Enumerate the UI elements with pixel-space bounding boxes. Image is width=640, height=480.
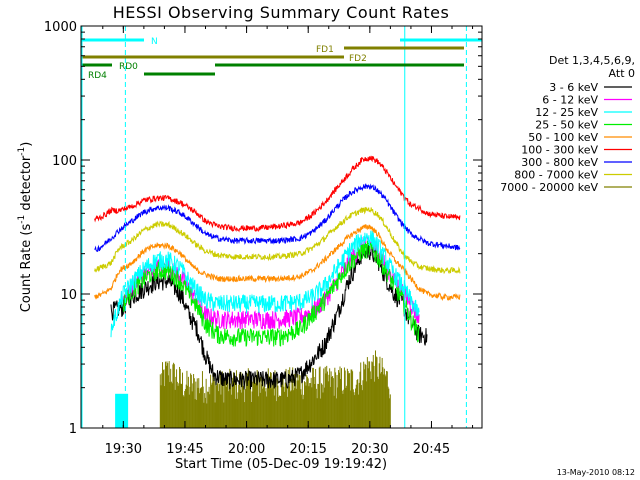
attenuator-block [115, 393, 129, 428]
series-12-25-kev [110, 230, 420, 338]
legend-label: 6 - 12 keV [542, 94, 598, 107]
legend-header-1: Det 1,3,4,5,6,9, [549, 54, 635, 67]
y-axis-label-end: ) [19, 142, 34, 147]
x-tick-label: 20:00 [228, 442, 265, 457]
legend-label: 25 - 50 keV [535, 119, 598, 132]
legend-label: 800 - 7000 keV [514, 169, 598, 182]
legend-label: 50 - 100 keV [528, 131, 598, 144]
flag-label: RD4 [88, 71, 107, 81]
y-axis-label: Count Rate (s-1 detector-1) [17, 142, 34, 313]
series-layer [94, 155, 461, 428]
series-300-800-kev [94, 183, 461, 253]
series-line [94, 223, 461, 302]
legend-label: 7000 - 20000 keV [500, 181, 598, 194]
footer-date: 13-May-2010 08:12 [557, 468, 635, 477]
plot-frame [80, 25, 483, 429]
series-100-300-kev [94, 155, 461, 233]
y-tick-label: 10 [60, 288, 77, 303]
series-7000-20000-kev [159, 350, 391, 428]
x-tick-layer: 19:30 19:45 20:00 20:15 20:30 20:45 [102, 26, 474, 457]
y-axis-label-mid: detector [19, 155, 34, 215]
x-axis-label: Start Time (05-Dec-09 19:19:42) [175, 457, 387, 472]
x-tick-label: 20:45 [413, 442, 450, 457]
y-tick-label: 100 [52, 154, 77, 169]
series-line [94, 206, 461, 275]
chart-title: HESSI Observing Summary Count Rates [113, 3, 450, 22]
y-axis-label-sup: -1 [17, 215, 27, 224]
legend-label: 300 - 800 keV [521, 156, 598, 169]
y-tick-label: 1 [69, 422, 77, 437]
series-line [110, 230, 420, 338]
flag-n: N [82, 26, 482, 428]
flag-fd1: FD1 [316, 45, 464, 55]
legend-label: 3 - 6 keV [549, 81, 598, 94]
x-tick-label: 20:30 [351, 442, 388, 457]
series-line [94, 155, 461, 233]
flag-label: N [151, 37, 158, 47]
flag-fd2: FD2 [82, 54, 367, 64]
x-tick-label: 20:15 [289, 442, 326, 457]
legend-header-2: Att 0 [609, 67, 635, 80]
y-tick-label: 1000 [44, 20, 77, 35]
flag-rd4: RD4 [88, 71, 215, 81]
flag-label: RD0 [119, 62, 138, 72]
series-50-100-kev [94, 223, 461, 302]
y-axis-label-main: Count Rate (s [19, 224, 34, 313]
x-tick-label: 19:45 [166, 442, 203, 457]
x-tick-label: 19:30 [105, 442, 142, 457]
y-axis-label-sup2: -1 [17, 147, 27, 156]
flag-label: FD1 [316, 45, 334, 55]
y-tick-layer: 1 10 100 1000 [44, 20, 482, 437]
flag-layer: N FD1 FD2 RD0 RD4 [81, 26, 482, 428]
legend-label: 100 - 300 keV [521, 144, 598, 157]
flag-rd0: RD0 [82, 62, 464, 72]
legend-label: 12 - 25 keV [535, 106, 598, 119]
flag-label: FD2 [349, 54, 367, 64]
series-800-7000-kev [94, 206, 461, 275]
series-line [94, 183, 461, 253]
